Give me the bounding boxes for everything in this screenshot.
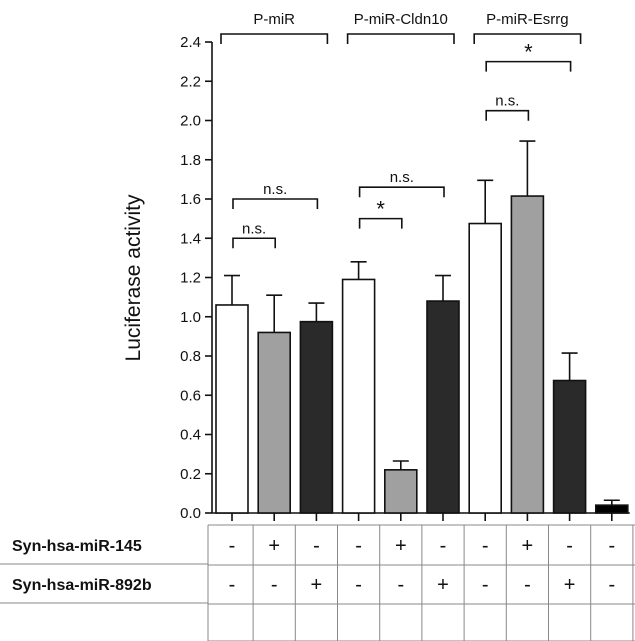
- treatment-sign: +: [437, 574, 449, 596]
- bar: [468, 222, 503, 514]
- row-label: Syn-hsa-miR-145: [12, 538, 142, 555]
- group-bracket: [473, 33, 582, 44]
- significance-label: n.s.: [263, 181, 287, 198]
- bars: [215, 195, 629, 514]
- significance-bracket: [358, 217, 403, 229]
- bar: [341, 278, 376, 514]
- significance-bracket: [485, 109, 530, 121]
- treatment-sign: +: [268, 535, 280, 557]
- significance-bracket: [232, 198, 319, 209]
- treatment-sign: -: [397, 574, 404, 596]
- y-axis: 0.0 0.2 0.4 0.6 0.8 1.0 1.2 1.4 1.6 1.8 2.0 2.2 2.4: [180, 34, 630, 522]
- significance-label: n.s.: [390, 169, 414, 186]
- treatment-sign: -: [524, 574, 531, 596]
- significance-label: n.s.: [495, 93, 519, 110]
- treatment-sign: -: [313, 535, 320, 557]
- y-tick-label: 0.4: [180, 427, 201, 444]
- treatment-sign: -: [482, 535, 489, 557]
- y-tick-label: 0.8: [180, 348, 201, 365]
- significance-bracket: [232, 237, 276, 249]
- group-label: P-miR-Cldn10: [354, 11, 448, 28]
- group-bracket: [220, 33, 329, 44]
- bar: [594, 504, 629, 514]
- treatment-sign: -: [355, 574, 362, 596]
- error-bars: [224, 140, 620, 506]
- y-tick-label: 2.2: [180, 73, 201, 90]
- bar: [552, 379, 587, 514]
- y-tick-label: 2.4: [180, 34, 201, 51]
- bar: [215, 304, 249, 514]
- row-label: Syn-hsa-miR-892b: [12, 577, 152, 594]
- y-tick-label: 0.6: [180, 387, 201, 404]
- group-bracket: [346, 33, 455, 44]
- treatment-sign: -: [229, 535, 236, 557]
- significance-bracket: [358, 186, 445, 198]
- treatment-sign: +: [311, 574, 323, 596]
- y-tick-label: 1.2: [180, 270, 201, 287]
- treatment-sign: -: [566, 535, 573, 557]
- y-tick-label: 1.4: [180, 230, 201, 247]
- significance-bracket: [485, 60, 572, 72]
- y-tick-label: 2.0: [180, 113, 201, 130]
- significance-label: *: [376, 197, 385, 222]
- y-tick-label: 0.0: [180, 505, 201, 522]
- bar: [383, 469, 418, 514]
- significance-label: n.s.: [242, 220, 266, 237]
- treatment-sign: +: [522, 535, 534, 557]
- treatment-sign: +: [395, 535, 407, 557]
- y-tick-label: 1.6: [180, 191, 201, 208]
- y-axis-title: Luciferase activity: [122, 194, 145, 361]
- group-label: P-miR-Esrrg: [486, 11, 569, 28]
- treatment-sign: -: [355, 535, 362, 557]
- treatment-sign: -: [482, 574, 489, 596]
- treatment-sign: +: [564, 574, 576, 596]
- treatment-sign: -: [608, 535, 615, 557]
- treatment-sign: -: [229, 574, 236, 596]
- bar: [299, 320, 334, 514]
- bar: [257, 331, 292, 514]
- bar: [426, 300, 460, 514]
- significance-brackets: n.s. n.s. * n.s. n.s. *: [232, 40, 572, 249]
- y-tick-label: 1.0: [180, 309, 201, 326]
- group-label: P-miR: [253, 11, 295, 28]
- table-grid: [0, 524, 635, 641]
- bar: [510, 195, 545, 514]
- treatment-sign: -: [440, 535, 447, 557]
- significance-label: *: [524, 40, 533, 65]
- treatment-table: Syn-hsa-miR-145 - + - - + - - + - - Syn-hsa-miR-892…: [12, 535, 615, 596]
- group-brackets: P-miR P-miR-Cldn10 P-miR-Esrrg: [220, 11, 582, 44]
- treatment-sign: -: [608, 574, 615, 596]
- y-tick-label: 1.8: [180, 152, 201, 169]
- treatment-sign: -: [271, 574, 278, 596]
- y-tick-label: 0.2: [180, 466, 201, 483]
